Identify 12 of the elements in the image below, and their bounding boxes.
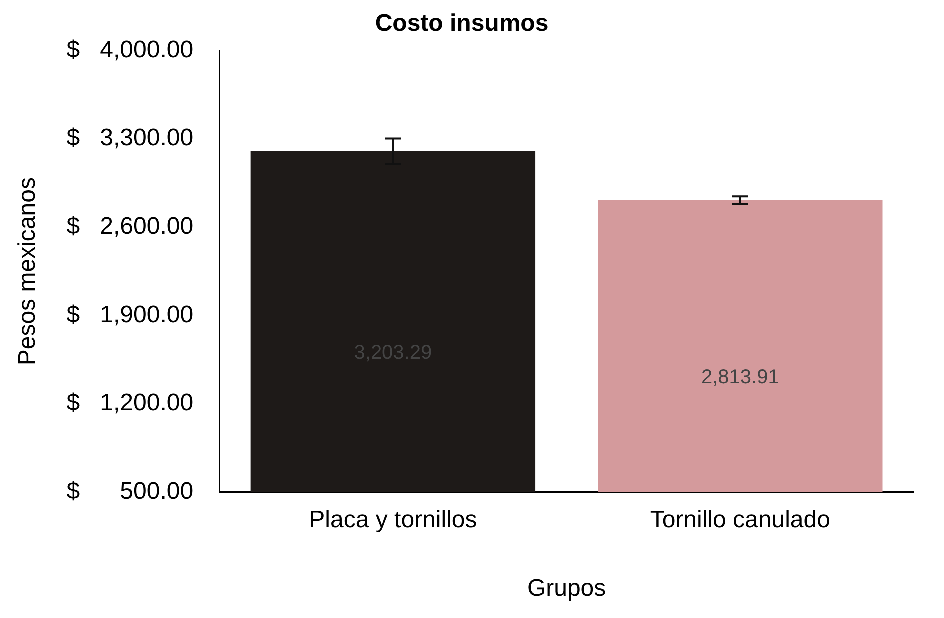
- y-tick-label: $ 3,300.00: [66, 124, 194, 152]
- y-tick-label: $ 1,900.00: [66, 301, 194, 328]
- y-axis-title: Pesos mexicanos: [14, 178, 42, 366]
- y-tick-label: $ 2,600.00: [66, 213, 194, 240]
- x-tick-label: Tornillo canulado: [650, 506, 830, 534]
- chart-title: Costo insumos: [375, 10, 549, 38]
- x-tick-label: Placa y tornillos: [309, 506, 478, 534]
- x-axis-title: Grupos: [527, 575, 606, 602]
- y-tick-label: $ 1,200.00: [66, 390, 194, 417]
- data-label: 2,813.91: [701, 366, 780, 388]
- y-tick-label: $ 500.00: [66, 478, 194, 506]
- y-tick-label: $ 4,000.00: [66, 36, 194, 64]
